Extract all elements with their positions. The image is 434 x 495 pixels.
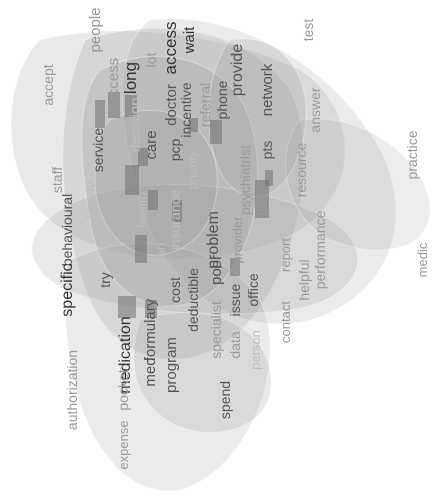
word-wait: wait <box>181 26 198 55</box>
highlight-mark <box>118 296 136 318</box>
word-medication: medication <box>117 316 134 393</box>
word-network: network <box>259 63 276 116</box>
word-poor: poor <box>208 255 225 285</box>
word-practice: practice <box>404 130 420 179</box>
word-pocket: pocket <box>115 369 131 410</box>
word-success: success <box>105 58 122 112</box>
word-referral: referral <box>197 83 213 127</box>
highlight-mark <box>145 300 157 318</box>
word-pcp: pcp <box>167 139 183 162</box>
word-test: test <box>300 19 316 42</box>
word-problem: problem <box>205 211 222 269</box>
highlight-mark <box>138 148 148 166</box>
word-staff: staff <box>49 167 65 193</box>
overlap-blob <box>62 27 305 360</box>
word-medic: medic <box>415 242 430 277</box>
word-service: service <box>90 128 106 173</box>
highlight-mark <box>95 100 105 128</box>
word-helpful: helpful <box>296 259 312 300</box>
word-timely: timely <box>82 182 98 219</box>
highlight-mark <box>125 95 137 117</box>
word-expense: expense <box>116 420 131 469</box>
word-phone: phone <box>214 80 230 119</box>
overlap-blob <box>81 55 259 307</box>
word-access: access <box>161 22 180 75</box>
word-specialist: specialist <box>208 301 224 359</box>
highlight-mark <box>148 190 158 210</box>
word-data: data <box>227 331 243 358</box>
word-accept: accept <box>40 64 56 105</box>
word-lot: lot <box>143 53 159 68</box>
highlight-mark <box>188 118 198 132</box>
word-pts: pts <box>259 141 275 160</box>
word-answer: answer <box>307 87 323 132</box>
word-contact: contact <box>278 301 293 343</box>
word-med: med <box>142 357 159 386</box>
overlap-blob <box>122 18 397 325</box>
word-cost: cost <box>167 277 183 303</box>
overlap-blob <box>63 243 271 492</box>
highlight-mark <box>210 120 222 144</box>
highlight-mark <box>125 165 139 195</box>
highlight-mark <box>265 170 273 186</box>
word-office: office <box>245 273 261 306</box>
word-provider: provider <box>230 216 245 264</box>
word-person: person <box>248 330 263 370</box>
word-deductible: deductible <box>185 268 201 332</box>
word-performance: performance <box>312 210 328 289</box>
word-health: health <box>135 192 150 227</box>
highlight-mark <box>135 235 147 263</box>
overlap-blob <box>31 184 359 315</box>
word-specific: specific <box>59 263 76 316</box>
word-provide: provide <box>229 44 246 97</box>
word-people: people <box>87 7 104 52</box>
word-labels: people access wait test accept success longlot… <box>40 7 430 469</box>
word-resource: resource <box>293 143 309 198</box>
word-priority: priority <box>185 150 200 190</box>
word-behavioural: behavioural <box>59 194 75 266</box>
word-issue: issue <box>227 283 243 316</box>
overlap-blobs <box>10 18 431 492</box>
word-long: long <box>121 62 140 94</box>
word-try: try <box>97 272 113 288</box>
highlight-mark <box>172 200 182 222</box>
highlight-marks <box>95 92 273 318</box>
word-spend: spend <box>217 381 233 419</box>
word-authorization: authorization <box>64 350 80 430</box>
word-program: program <box>163 337 180 393</box>
overlap-blob <box>94 109 218 256</box>
word-insurance: insurance <box>167 189 183 250</box>
word-psychiatrist: psychiatrist <box>237 145 253 215</box>
word-care: care <box>143 130 160 159</box>
highlight-mark <box>230 258 240 276</box>
word-pay: pay <box>252 194 268 217</box>
overlap-blob <box>208 38 307 198</box>
word-incentive: incentive <box>178 82 194 137</box>
word-decision: decision <box>127 97 144 152</box>
word-doctor: doctor <box>163 84 180 126</box>
word-information: information <box>153 243 168 307</box>
highlight-mark <box>108 92 120 118</box>
overlap-blob <box>285 118 431 251</box>
word-formulary: formulary <box>142 298 159 361</box>
word-report: report <box>278 238 293 272</box>
overlap-blob <box>133 311 272 433</box>
highlight-mark <box>255 180 269 218</box>
